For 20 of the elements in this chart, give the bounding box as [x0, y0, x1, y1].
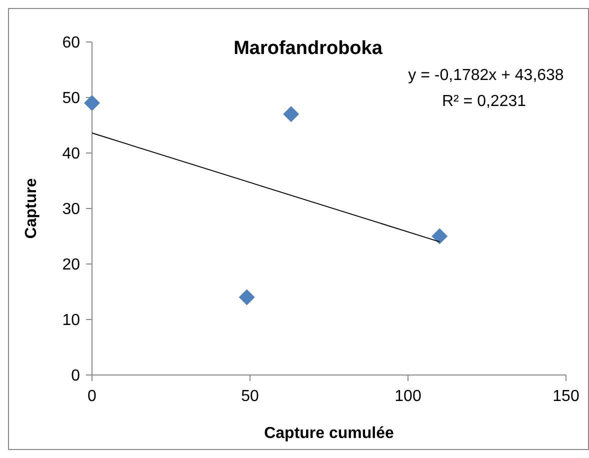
x-tick-label: 0	[88, 388, 97, 405]
x-tick-label: 50	[241, 388, 259, 405]
y-axis-title: Capture	[23, 178, 40, 239]
point	[432, 228, 448, 244]
y-tick-label: 50	[62, 90, 80, 108]
y-tick-label: 40	[62, 146, 80, 163]
y-tick-label: 30	[62, 201, 80, 218]
x-axis-title: Capture cumulée	[264, 425, 394, 442]
annotation: R² = 0,2231	[442, 93, 526, 110]
y-tick-label: 60	[62, 34, 80, 52]
y-tick-label: 10	[62, 312, 80, 330]
y-tick-label: 20	[62, 256, 80, 274]
chart-title: Marofandroboka	[234, 38, 383, 59]
x-tick-label: 150	[552, 388, 580, 405]
annotation: y = -0,1782x + 43,638	[408, 67, 564, 84]
y-tick-label: 0	[71, 368, 80, 385]
point	[238, 289, 255, 306]
point	[283, 106, 300, 122]
point	[84, 95, 100, 112]
x-tick-label: 100	[394, 388, 422, 405]
